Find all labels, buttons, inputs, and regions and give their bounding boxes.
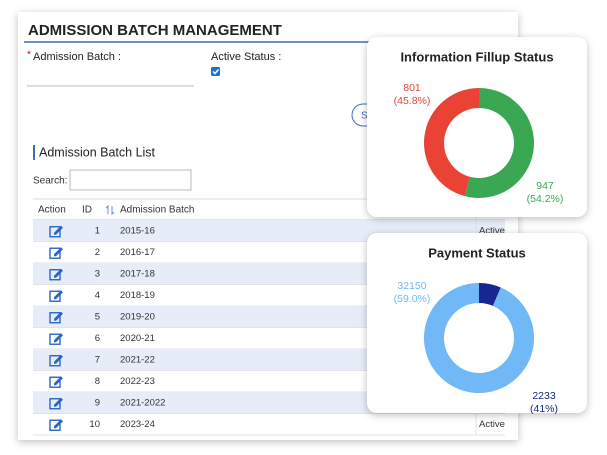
row-batch: 2022-23 xyxy=(120,376,155,387)
row-batch: 2019-20 xyxy=(120,311,155,322)
active-checkbox[interactable] xyxy=(211,67,220,76)
sort-icon xyxy=(105,204,115,216)
edit-icon[interactable] xyxy=(49,225,63,238)
column-header: Admission Batch xyxy=(120,205,194,216)
check xyxy=(212,69,220,75)
row-batch: 2015-16 xyxy=(120,225,155,236)
row-id: 3 xyxy=(95,268,100,279)
row-batch: 2023-24 xyxy=(120,419,155,430)
edit-icon[interactable] xyxy=(49,290,63,302)
edit-icon-box xyxy=(49,333,61,345)
row-id: 6 xyxy=(95,333,100,344)
row-id: 9 xyxy=(95,397,100,408)
edit-icon-pen xyxy=(54,333,63,343)
column-header: Action xyxy=(38,205,66,216)
edit-icon-box xyxy=(49,290,61,302)
edit-icon-box xyxy=(49,312,61,324)
row-id: 5 xyxy=(95,311,100,322)
search-label: Search: xyxy=(33,176,67,187)
row-batch: 2018-19 xyxy=(120,290,155,301)
column-header: ID xyxy=(82,205,92,216)
edit-icon-box xyxy=(49,226,61,238)
edit-icon-box xyxy=(49,376,61,388)
search-button-text: S xyxy=(361,111,368,122)
row-batch: 2021-22 xyxy=(120,354,155,365)
row-id: 10 xyxy=(89,419,100,430)
value-label: 801 xyxy=(403,82,421,94)
value-label: 947 xyxy=(536,180,554,192)
row-id: 8 xyxy=(95,376,100,387)
edit-icon[interactable] xyxy=(49,311,63,324)
edit-icon-pen xyxy=(54,268,63,278)
edit-icon-pen xyxy=(54,311,63,321)
edit-icon-pen xyxy=(54,397,63,407)
percent-label: (59.0%) xyxy=(394,293,431,305)
search-input[interactable] xyxy=(69,169,192,191)
percent-label: (45.8%) xyxy=(394,95,431,107)
required-mark: * xyxy=(27,50,31,61)
edit-icon[interactable] xyxy=(49,247,63,259)
list-title: Admission Batch List xyxy=(39,145,156,159)
edit-icon-pen xyxy=(54,376,63,386)
chart-card xyxy=(367,233,587,413)
edit-icon-box xyxy=(49,269,61,281)
row-status: Active xyxy=(479,225,505,236)
value-label: 2233 xyxy=(532,390,556,402)
edit-icon[interactable] xyxy=(49,333,63,345)
status-label: Active Status : xyxy=(211,51,281,63)
percent-label: (41%) xyxy=(530,403,558,415)
row-id: 1 xyxy=(95,225,100,236)
chart-card xyxy=(367,37,587,217)
edit-icon-box xyxy=(49,247,61,259)
edit-icon-pen xyxy=(54,290,63,300)
edit-icon[interactable] xyxy=(49,354,63,367)
row-batch: 2020-21 xyxy=(120,333,155,344)
edit-icon-pen xyxy=(54,247,63,257)
row-batch: 2017-18 xyxy=(120,268,155,279)
edit-icon-pen xyxy=(54,354,63,364)
row-batch: 2016-17 xyxy=(120,247,155,258)
donut-segment xyxy=(423,88,479,197)
list-title-bar xyxy=(33,145,35,160)
edit-icon-pen xyxy=(54,419,63,429)
chart-title: Information Fillup Status xyxy=(400,49,553,64)
edit-icon[interactable] xyxy=(49,419,63,431)
batch-label: Admission Batch : xyxy=(33,51,121,63)
edit-icon[interactable] xyxy=(49,268,63,281)
edit-icon-pen xyxy=(54,225,63,235)
row-id: 4 xyxy=(95,290,100,301)
page-title: ADMISSION BATCH MANAGEMENT xyxy=(28,22,282,39)
percent-label: (54.2%) xyxy=(527,193,564,205)
row-batch: 2021-2022 xyxy=(120,397,165,408)
value-label: 32150 xyxy=(397,280,426,292)
chart-title: Payment Status xyxy=(428,245,526,260)
donut-segment xyxy=(479,283,501,306)
edit-icon-box xyxy=(49,355,61,367)
edit-icon-box xyxy=(49,419,61,431)
donut-segment xyxy=(423,283,534,393)
edit-icon[interactable] xyxy=(49,376,63,388)
row-status: Active xyxy=(479,419,505,430)
edit-icon-box xyxy=(49,398,61,410)
row-id: 2 xyxy=(95,247,100,258)
donut-segment xyxy=(464,88,534,198)
edit-icon[interactable] xyxy=(49,397,63,410)
row-id: 7 xyxy=(95,354,100,365)
